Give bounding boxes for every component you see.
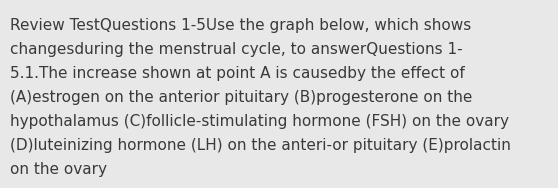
Text: 5.1.The increase shown at point A is causedby the effect of: 5.1.The increase shown at point A is cau… (10, 66, 465, 81)
Text: Review TestQuestions 1-5Use the graph below, which shows: Review TestQuestions 1-5Use the graph be… (10, 18, 472, 33)
Text: hypothalamus (C)follicle-stimulating hormone (FSH) on the ovary: hypothalamus (C)follicle-stimulating hor… (10, 114, 509, 129)
Text: (D)luteinizing hormone (LH) on the anteri-or pituitary (E)prolactin: (D)luteinizing hormone (LH) on the anter… (10, 138, 511, 153)
Text: (A)estrogen on the anterior pituitary (B)progesterone on the: (A)estrogen on the anterior pituitary (B… (10, 90, 473, 105)
Text: on the ovary: on the ovary (10, 162, 107, 177)
Text: changesduring the menstrual cycle, to answerQuestions 1-: changesduring the menstrual cycle, to an… (10, 42, 463, 57)
